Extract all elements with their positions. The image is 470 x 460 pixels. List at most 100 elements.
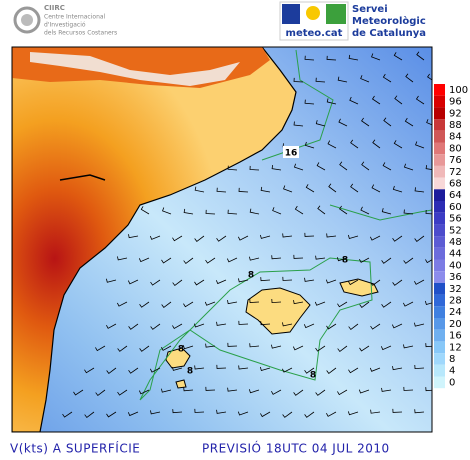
wind-barb [392, 235, 403, 242]
wind-barb [425, 209, 432, 215]
colorbar-swatch [434, 177, 445, 190]
wind-barb [391, 323, 403, 329]
wind-barb [227, 165, 238, 171]
logo-line: dels Recursos Costaners [44, 30, 117, 37]
wind-barb [238, 187, 249, 193]
wind-barb [403, 344, 414, 349]
wind-barb [271, 344, 282, 349]
logo-line: d'Investigació [44, 22, 86, 29]
wind-barb [371, 184, 381, 193]
wind-barb [238, 320, 249, 325]
wind-barb [183, 387, 194, 392]
wind-barb [392, 185, 403, 193]
colorbar-label: 44 [449, 249, 462, 260]
contour-label-box [283, 146, 299, 158]
colorbar-swatch [434, 247, 445, 260]
border [59, 174, 106, 181]
wind-barb [372, 139, 381, 149]
wind-barb [149, 367, 161, 373]
wind-barb [117, 345, 128, 352]
contour-label: 8 [248, 271, 254, 281]
wind-barb [304, 141, 315, 149]
wind-barb [260, 321, 271, 326]
colorbar-swatch [434, 306, 445, 318]
wind-barb [272, 207, 282, 215]
colorbar-label: 96 [449, 97, 462, 108]
wind-barb [425, 343, 432, 348]
colorbar-label: 80 [449, 143, 462, 154]
contour-label: 8 [342, 256, 348, 266]
wind-barb [227, 342, 238, 347]
wind-barb [392, 366, 403, 371]
wind-barb [348, 323, 359, 330]
mallorca [245, 287, 311, 335]
wind-barb [271, 389, 282, 395]
wind-barb [383, 117, 392, 127]
wind-barb [183, 257, 194, 264]
colorbar-swatch [434, 189, 445, 201]
wind-barb [128, 323, 139, 330]
wind-barb [361, 161, 370, 171]
wind-barb [414, 364, 425, 370]
colorbar-swatch [434, 282, 445, 295]
wind-barb [371, 53, 381, 61]
wind-barb [215, 279, 227, 285]
wind-barb [293, 300, 304, 305]
wind-barb [305, 184, 315, 193]
wind-barb [172, 279, 183, 286]
wind-barb [315, 77, 326, 83]
wind-barb [293, 77, 304, 83]
wind-barb [282, 411, 293, 418]
wind-barb [117, 256, 128, 261]
wind-barb [194, 365, 205, 370]
colorbar-label: 60 [449, 202, 462, 213]
wind-barb [414, 409, 425, 414]
snow-peaks [30, 52, 240, 86]
wind-barb [227, 209, 238, 215]
wind-barb [359, 257, 370, 263]
site-name: meteo.cat [286, 28, 343, 39]
wind-barb [348, 367, 359, 374]
wind-barb [414, 235, 425, 242]
wind-barb [205, 343, 216, 348]
colorbar-label: 56 [449, 214, 462, 225]
colorbar-label: 52 [449, 225, 462, 236]
colorbar-swatch [434, 341, 445, 354]
wind-barb [227, 387, 238, 392]
wind-barb [249, 208, 260, 215]
wind-barb [172, 235, 183, 242]
colorbar-label: 20 [449, 319, 462, 330]
contour-label: 16 [285, 149, 298, 159]
wind-barb [347, 411, 359, 416]
colorbar-label: 76 [449, 155, 462, 166]
wind-barb [328, 183, 337, 193]
wind-barb [216, 187, 227, 193]
wind-barb [326, 367, 337, 374]
wind-barb [194, 235, 205, 242]
wind-barb [370, 323, 381, 330]
contour [139, 257, 373, 401]
wind-barb [249, 298, 260, 304]
wind-barb [106, 367, 117, 374]
wind-barb [415, 95, 425, 105]
wind-barb [183, 301, 194, 308]
colorbar-swatch [434, 154, 445, 166]
colorbar-swatch [434, 165, 445, 178]
logo-line: Centre Internacional [44, 14, 106, 21]
wind-barb [127, 411, 139, 417]
wind-barb [281, 367, 293, 373]
wind-barb [339, 161, 348, 171]
wind-barb [382, 73, 392, 83]
logo-name: CIIRC [44, 4, 65, 12]
wind-barb [128, 234, 139, 239]
wind-barb [326, 411, 337, 417]
colorbar-swatch [434, 130, 445, 143]
footer-right: PREVISIÓ 18UTC 04 JUL 2010 [202, 441, 390, 456]
wind-barb [283, 185, 293, 193]
wind-barb [326, 233, 337, 238]
wind-barb [282, 276, 293, 281]
wind-barb [394, 95, 403, 105]
colorbar-label: 92 [449, 108, 462, 119]
wind-barb [326, 55, 337, 61]
